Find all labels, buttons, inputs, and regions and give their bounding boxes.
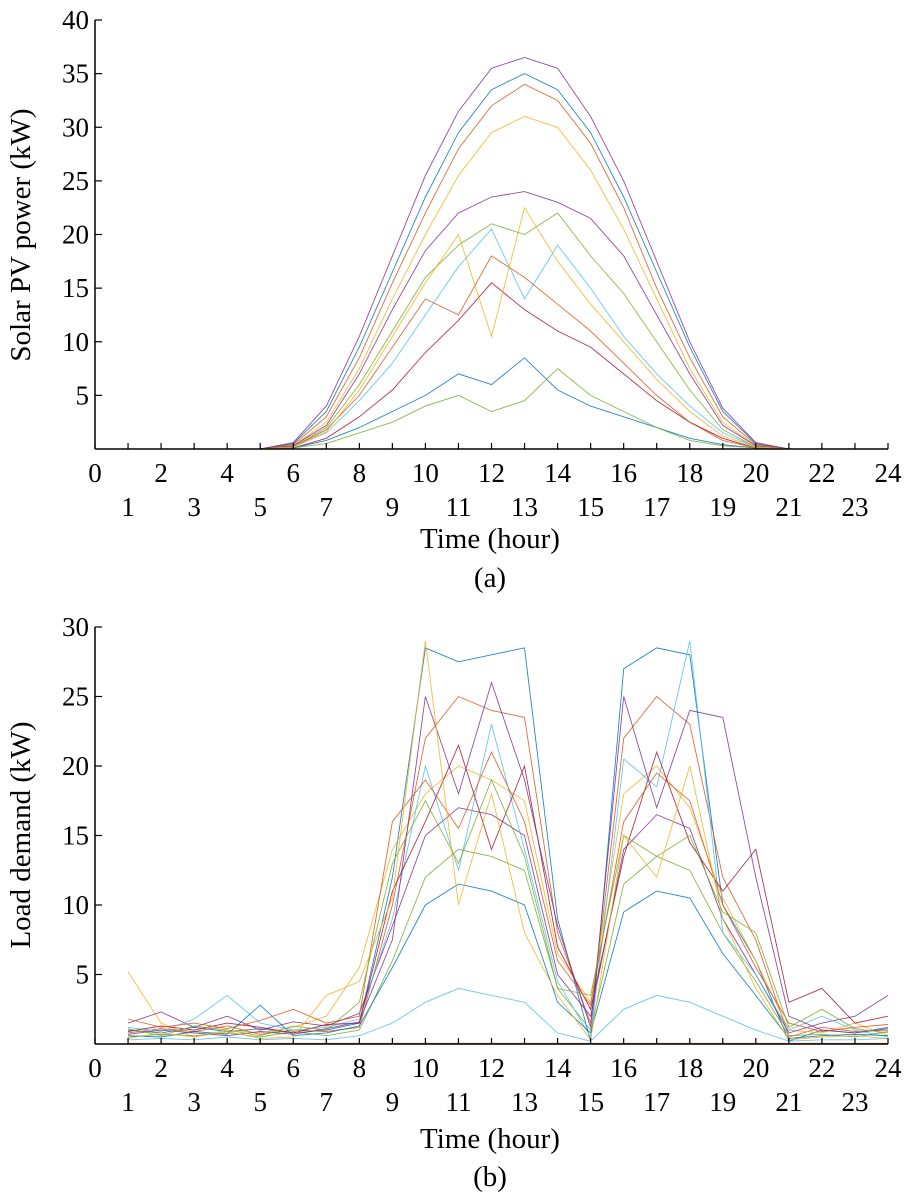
panel-a-y-tick-label: 20 — [62, 220, 89, 250]
panel-b-series-line-10 — [127, 778, 889, 1037]
panel-a-x-tick-label: 20 — [742, 458, 769, 488]
panel-b-x-tick-label: 20 — [742, 1053, 769, 1083]
panel-a-series-line-9 — [95, 57, 888, 450]
panel-b-x-tick-label: 14 — [544, 1053, 572, 1083]
panel-a-x-tick-label: 14 — [544, 458, 572, 488]
panel-b-series-line-5 — [127, 640, 889, 1039]
panel-b-series-line-4 — [127, 848, 889, 1038]
panel-a-series-line-6 — [95, 282, 888, 450]
panel-b-x-tick-label: 24 — [875, 1053, 903, 1083]
panel-b-y-tick-label: 15 — [62, 821, 89, 851]
panel-b-series-line-12 — [127, 987, 889, 1042]
panel-b-series-line-11 — [127, 640, 889, 1041]
panel-a-x-tick-label: 16 — [610, 458, 637, 488]
panel-b-x-tick-label: 4 — [220, 1053, 234, 1083]
panel-a-y-tick-label: 25 — [62, 166, 89, 196]
panel-b-series-line-0 — [127, 647, 889, 1042]
panel-a-series-line-11 — [95, 206, 888, 450]
panel-a-series-line-1 — [95, 83, 888, 450]
panel-b-x-tick-label: 16 — [610, 1053, 637, 1083]
panel-b-series-line-1 — [127, 695, 889, 1038]
panel-a-y-tick-label: 5 — [76, 380, 90, 410]
panel-a-y-tick-label: 30 — [62, 112, 89, 142]
panel-a-series-line-7 — [95, 357, 888, 450]
panel-b-ticks: 0 2 4 6 8 10 12 14 16 18 20 22 241 3 5 7 9 11 13 15 17 19 21 23… — [62, 612, 902, 1117]
panel-a-series-line-8 — [95, 255, 888, 450]
panel-b-x-tick-label: 9 — [386, 1087, 400, 1117]
panel-b-x-tick-label: 2 — [154, 1053, 168, 1083]
panel-a-solar-pv: 0 2 4 6 8 10 12 14 16 18 20 22 241 3 5 7 9 11 13 15 17 19 21 23… — [5, 5, 902, 594]
panel-b-x-tick-label: 23 — [841, 1087, 868, 1117]
panel-a-x-tick-label: 15 — [577, 492, 604, 522]
panel-b-x-tick-label: 21 — [775, 1087, 802, 1117]
panel-a-series-line-4 — [95, 212, 888, 450]
panel-b-x-tick-label: 18 — [676, 1053, 703, 1083]
panel-a-x-tick-label: 24 — [875, 458, 903, 488]
panel-b-x-tick-label: 15 — [577, 1087, 604, 1117]
panel-a-x-tick-label: 0 — [88, 458, 102, 488]
panel-a-x-tick-label: 21 — [775, 492, 802, 522]
panel-a-caption: (a) — [474, 562, 506, 594]
panel-a-x-tick-label: 12 — [478, 458, 505, 488]
panel-a-series-line-0 — [95, 73, 888, 450]
panel-b-x-tick-label: 19 — [709, 1087, 736, 1117]
panel-a-y-tick-label: 40 — [62, 5, 89, 35]
panel-b-x-tick-label: 12 — [478, 1053, 505, 1083]
panel-b-x-tick-label: 13 — [511, 1087, 538, 1117]
panel-b-series-line-9 — [127, 681, 889, 1037]
panel-a-x-tick-label: 22 — [808, 458, 835, 488]
panel-b-x-tick-label: 22 — [808, 1053, 835, 1083]
panel-a-x-tick-label: 1 — [121, 492, 135, 522]
panel-a-x-tick-label: 9 — [386, 492, 400, 522]
panel-a-y-tick-label: 15 — [62, 273, 89, 303]
panel-b-y-axis-label: Load demand (kW) — [5, 721, 37, 948]
panel-b-x-tick-label: 3 — [187, 1087, 201, 1117]
panel-a-series-line-10 — [95, 367, 888, 450]
panel-b-caption: (b) — [473, 1161, 507, 1193]
panel-a-x-tick-label: 17 — [643, 492, 670, 522]
panel-a-x-tick-label: 6 — [287, 458, 301, 488]
panel-a-x-axis-label: Time (hour) — [420, 523, 560, 555]
panel-b-series-line-6 — [127, 743, 889, 1034]
panel-a-x-tick-label: 8 — [353, 458, 367, 488]
panel-a-series-group — [95, 57, 888, 450]
panel-b-y-tick-label: 10 — [62, 890, 89, 920]
panel-a-x-tick-label: 19 — [709, 492, 736, 522]
panel-b-y-tick-label: 5 — [76, 960, 90, 990]
panel-a-x-tick-label: 10 — [412, 458, 439, 488]
panel-b-x-tick-label: 10 — [412, 1053, 439, 1083]
panel-a-ticks: 0 2 4 6 8 10 12 14 16 18 20 22 241 3 5 7 9 11 13 15 17 19 21 23… — [62, 5, 902, 522]
panel-b-y-tick-label: 30 — [62, 612, 89, 642]
panel-b-x-tick-label: 6 — [287, 1053, 301, 1083]
panel-b-series-group — [127, 640, 889, 1044]
panel-b-x-tick-label: 11 — [445, 1087, 471, 1117]
panel-a-series-line-5 — [95, 228, 888, 450]
panel-b-load-demand: 0 2 4 6 8 10 12 14 16 18 20 22 241 3 5 7 9 11 13 15 17 19 21 23… — [5, 612, 902, 1193]
panel-a-series-line-3 — [95, 191, 888, 450]
panel-a-x-tick-label: 5 — [253, 492, 267, 522]
panel-a-x-tick-label: 23 — [841, 492, 868, 522]
panel-b-x-tick-label: 1 — [121, 1087, 135, 1117]
panel-a-x-tick-label: 3 — [187, 492, 201, 522]
panel-a-x-tick-label: 18 — [676, 458, 703, 488]
panel-b-x-tick-label: 7 — [320, 1087, 334, 1117]
panel-b-x-tick-label: 0 — [88, 1053, 102, 1083]
panel-b-x-tick-label: 8 — [353, 1053, 367, 1083]
panel-b-y-tick-label: 20 — [62, 751, 89, 781]
panel-a-y-tick-label: 10 — [62, 327, 89, 357]
panel-a-x-tick-label: 7 — [320, 492, 334, 522]
panel-b-x-tick-label: 5 — [253, 1087, 267, 1117]
panel-a-x-tick-label: 11 — [445, 492, 471, 522]
panel-a-x-tick-label: 13 — [511, 492, 538, 522]
panel-a-y-tick-label: 35 — [62, 59, 89, 89]
panel-a-x-tick-label: 2 — [154, 458, 168, 488]
panel-b-x-axis-label: Time (hour) — [420, 1123, 560, 1155]
panel-b-series-line-7 — [127, 883, 889, 1039]
panel-b-series-line-8 — [127, 751, 889, 1032]
panel-b-y-tick-label: 25 — [62, 682, 89, 712]
panel-a-x-tick-label: 4 — [220, 458, 234, 488]
panel-b-x-tick-label: 17 — [643, 1087, 670, 1117]
panel-a-y-axis-label: Solar PV power (kW) — [5, 108, 37, 361]
